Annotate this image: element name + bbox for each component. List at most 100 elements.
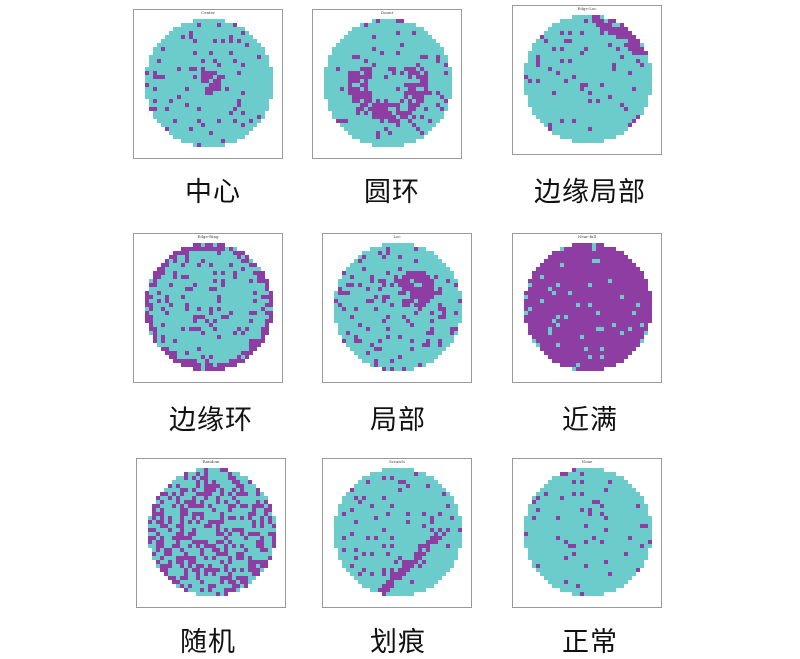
wafer-die (596, 263, 600, 267)
wafer-die (366, 343, 370, 347)
wafer-die (193, 319, 197, 323)
wafer-die (157, 343, 161, 347)
wafer-die (404, 79, 408, 83)
wafer-die (612, 31, 616, 35)
wafer-die (572, 59, 576, 63)
wafer-die (588, 359, 592, 363)
wafer-die (332, 59, 336, 63)
wafer-die (237, 287, 241, 291)
wafer-die (378, 303, 382, 307)
wafer-die (221, 87, 225, 91)
wafer-die (249, 351, 253, 355)
wafer-die (217, 359, 221, 363)
wafer-die (205, 123, 209, 127)
wafer-die (225, 111, 229, 115)
wafer-die (640, 323, 644, 327)
wafer-die (169, 283, 173, 287)
wafer-die (189, 299, 193, 303)
wafer-die (420, 59, 424, 63)
wafer-die (177, 55, 181, 59)
wafer-die (378, 339, 382, 343)
wafer-die (249, 127, 253, 131)
wafer-die (221, 31, 225, 35)
wafer-die (410, 259, 414, 263)
wafer-die (189, 71, 193, 75)
wafer-die (225, 107, 229, 111)
wafer-die (608, 295, 612, 299)
wafer-die (265, 331, 269, 335)
wafer-die (398, 319, 402, 323)
wafer-die (253, 267, 257, 271)
wafer-die (422, 295, 426, 299)
wafer-die (209, 327, 213, 331)
wafer-die (374, 327, 378, 331)
wafer-die (398, 327, 402, 331)
wafer-die (265, 291, 269, 295)
wafer-die (205, 35, 209, 39)
wafer-die (253, 279, 257, 283)
wafer-die (402, 295, 406, 299)
wafer-die (224, 476, 228, 480)
wafer-die (420, 111, 424, 115)
wafer-die (253, 91, 257, 95)
wafer-die (568, 351, 572, 355)
wafer-die (568, 279, 572, 283)
wafer-die (604, 67, 608, 71)
wafer-die (177, 83, 181, 87)
wafer-die (253, 303, 257, 307)
wafer-die (428, 99, 432, 103)
wafer-die (556, 111, 560, 115)
wafer-die (600, 363, 604, 367)
wafer-die (604, 263, 608, 267)
wafer-die (245, 351, 249, 355)
wafer-die (370, 247, 374, 251)
wafer-die (552, 103, 556, 107)
wafer-die (632, 267, 636, 271)
wafer-die (580, 267, 584, 271)
wafer-die (404, 71, 408, 75)
wafer-die (237, 343, 241, 347)
wafer-die (438, 339, 442, 343)
wafer-die (592, 275, 596, 279)
wafer-die (201, 31, 205, 35)
wafer-die (442, 347, 446, 351)
wafer-die (392, 99, 396, 103)
wafer-die (636, 39, 640, 43)
wafer-die (197, 91, 201, 95)
wafer-die (560, 19, 564, 23)
wafer-die (432, 55, 436, 59)
wafer-die (588, 263, 592, 267)
wafer-die (205, 299, 209, 303)
wafer-die (185, 255, 189, 259)
wafer-die (388, 139, 392, 143)
wafer-die (390, 259, 394, 263)
wafer-die (428, 39, 432, 43)
wafer-die (161, 319, 165, 323)
wafer-die (380, 55, 384, 59)
wafer-die (346, 311, 350, 315)
wafer-die (528, 91, 532, 95)
wafer-die (424, 47, 428, 51)
wafer-die (370, 299, 374, 303)
wafer-die (400, 39, 404, 43)
wafer-die (225, 87, 229, 91)
wafer-die (169, 263, 173, 267)
wafer-die (588, 31, 592, 35)
wafer-die (245, 267, 249, 271)
wafer-die (592, 251, 596, 255)
wafer-die (225, 55, 229, 59)
wafer-die (205, 367, 209, 371)
wafer-die (408, 123, 412, 127)
wafer-die (410, 255, 414, 259)
wafer-die (328, 91, 332, 95)
wafer-die (568, 307, 572, 311)
wafer-die (374, 299, 378, 303)
wafer-die (612, 315, 616, 319)
wafer-die (604, 283, 608, 287)
wafer-die (422, 287, 426, 291)
wafer-die (176, 480, 180, 484)
wafer-die (580, 99, 584, 103)
wafer-die (596, 123, 600, 127)
wafer-die (548, 287, 552, 291)
wafer-die (173, 275, 177, 279)
